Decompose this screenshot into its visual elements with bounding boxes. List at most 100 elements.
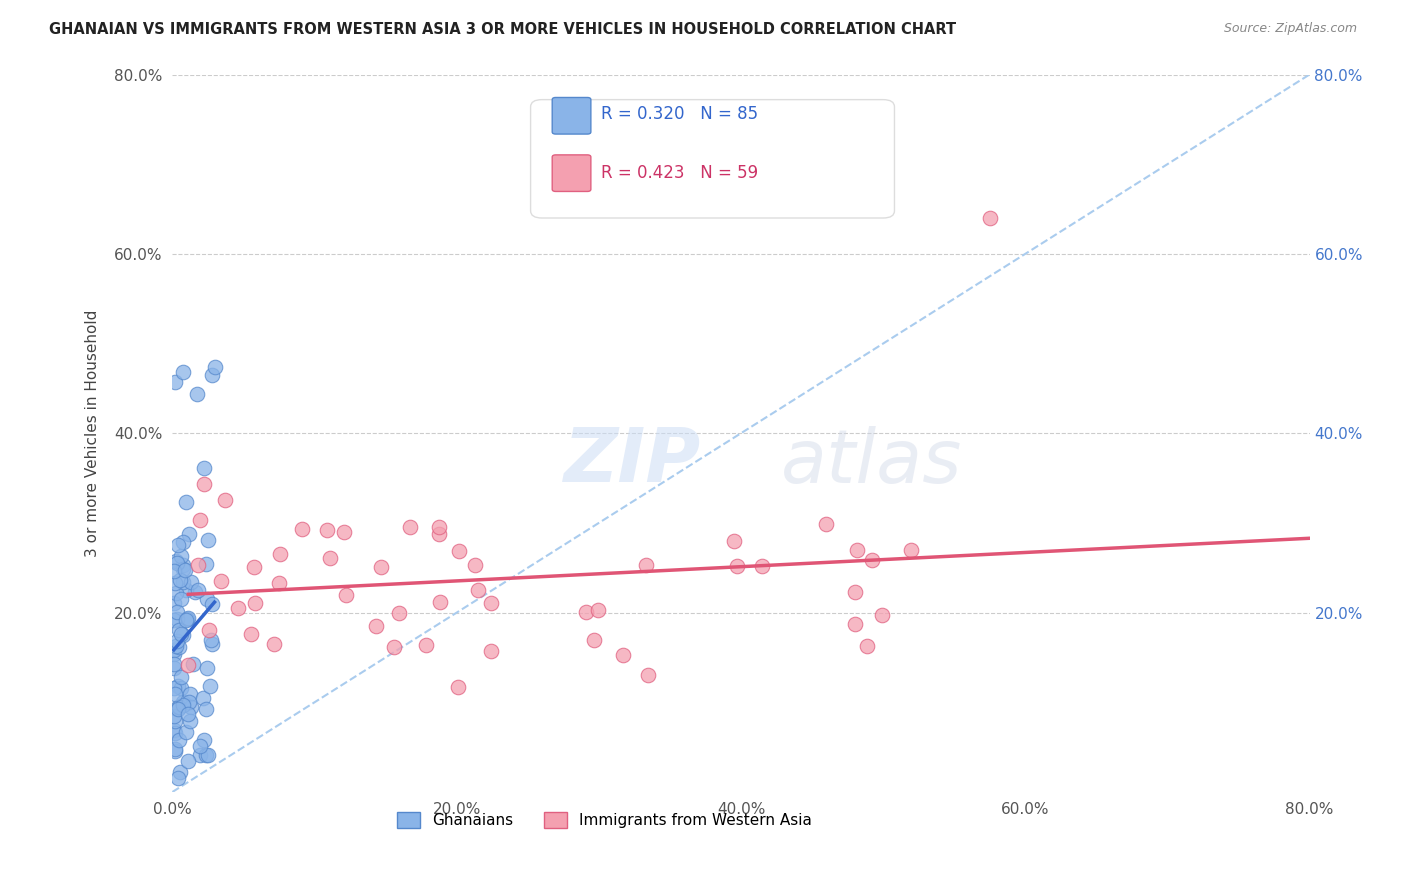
Point xyxy=(166,605,188,619)
Point xyxy=(316,524,339,538)
Point xyxy=(172,695,194,709)
Point xyxy=(370,560,392,574)
Point xyxy=(751,558,773,573)
Point xyxy=(193,733,215,747)
Point xyxy=(163,726,186,740)
Point xyxy=(388,606,411,620)
Point xyxy=(177,754,200,768)
Point xyxy=(166,612,188,626)
Point xyxy=(447,680,470,694)
Point xyxy=(179,714,201,728)
Point xyxy=(447,544,470,558)
FancyBboxPatch shape xyxy=(553,97,591,134)
Point xyxy=(177,658,200,673)
Point xyxy=(193,476,215,491)
Point xyxy=(163,681,186,695)
Point xyxy=(319,550,342,565)
Point xyxy=(166,556,188,570)
Point xyxy=(172,534,194,549)
Point xyxy=(479,644,502,658)
Point xyxy=(176,613,198,627)
Point xyxy=(166,633,188,648)
Point xyxy=(163,657,186,672)
Point xyxy=(366,619,388,633)
Point xyxy=(165,586,187,600)
Point xyxy=(172,561,194,575)
Point xyxy=(179,695,201,709)
Point xyxy=(188,513,211,527)
Point xyxy=(167,702,190,716)
Point xyxy=(209,574,232,588)
FancyBboxPatch shape xyxy=(530,100,894,218)
Point xyxy=(855,640,877,654)
Point xyxy=(269,547,291,561)
Point xyxy=(187,582,209,597)
Point xyxy=(163,709,186,723)
Point xyxy=(291,522,314,536)
Point xyxy=(427,520,450,534)
Point xyxy=(399,520,422,534)
Point xyxy=(195,557,218,571)
Point xyxy=(245,596,267,610)
Point xyxy=(239,627,262,641)
Point xyxy=(844,617,866,632)
Point xyxy=(170,670,193,684)
Point xyxy=(163,714,186,729)
Point xyxy=(163,564,186,578)
Point xyxy=(845,543,868,558)
Point xyxy=(180,700,202,714)
Point xyxy=(165,743,187,757)
Point xyxy=(176,583,198,598)
Point xyxy=(170,681,193,696)
Point xyxy=(172,558,194,573)
Point xyxy=(195,747,218,762)
Point xyxy=(243,560,266,574)
Point xyxy=(172,575,194,590)
Point xyxy=(172,628,194,642)
Point xyxy=(180,575,202,590)
Point xyxy=(187,558,209,573)
Point xyxy=(637,668,659,682)
Point xyxy=(186,387,208,401)
Point xyxy=(166,699,188,714)
Point xyxy=(163,723,186,738)
Point xyxy=(195,661,218,675)
Point xyxy=(163,742,186,756)
Point xyxy=(429,595,451,609)
Point xyxy=(195,592,218,607)
Point xyxy=(197,533,219,547)
Point xyxy=(179,527,201,541)
Point xyxy=(335,588,357,602)
Point xyxy=(263,637,285,651)
Point xyxy=(177,611,200,625)
Point xyxy=(170,592,193,607)
Point xyxy=(226,601,249,615)
Point xyxy=(169,765,191,780)
Point xyxy=(165,554,187,568)
Point xyxy=(201,597,224,611)
Point xyxy=(979,211,1001,225)
Point xyxy=(165,639,187,653)
FancyBboxPatch shape xyxy=(553,155,591,192)
Point xyxy=(427,526,450,541)
Point xyxy=(200,632,222,647)
Point xyxy=(174,725,197,739)
Point xyxy=(172,698,194,712)
Point xyxy=(167,700,190,714)
Point xyxy=(173,564,195,578)
Point xyxy=(575,606,598,620)
Text: R = 0.320   N = 85: R = 0.320 N = 85 xyxy=(602,105,758,123)
Point xyxy=(169,573,191,587)
Point xyxy=(634,558,657,572)
Text: GHANAIAN VS IMMIGRANTS FROM WESTERN ASIA 3 OR MORE VEHICLES IN HOUSEHOLD CORRELA: GHANAIAN VS IMMIGRANTS FROM WESTERN ASIA… xyxy=(49,22,956,37)
Text: R = 0.423   N = 59: R = 0.423 N = 59 xyxy=(602,164,758,182)
Point xyxy=(267,575,290,590)
Point xyxy=(586,603,609,617)
Point xyxy=(814,517,837,532)
Point xyxy=(193,461,215,475)
Point xyxy=(214,493,236,508)
Text: atlas: atlas xyxy=(780,426,962,498)
Point xyxy=(179,687,201,701)
Point xyxy=(166,679,188,693)
Point xyxy=(415,639,437,653)
